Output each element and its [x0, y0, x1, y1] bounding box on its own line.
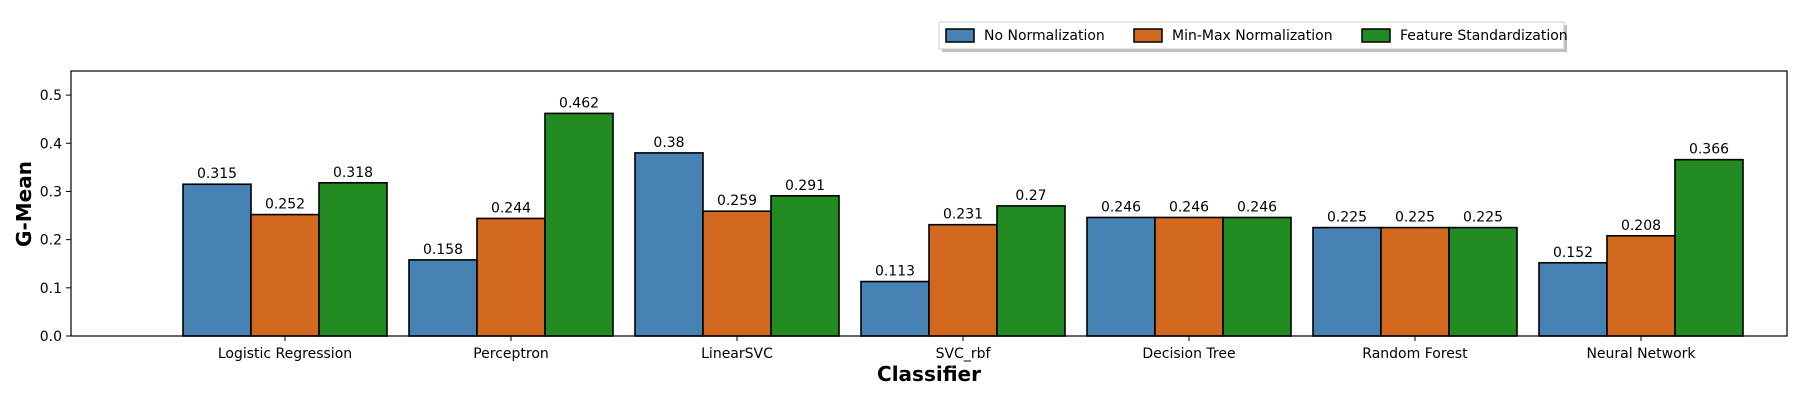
- bar-value-label: 0.225: [1463, 210, 1503, 226]
- bar: [770, 194, 840, 337]
- y-tick-label: 0.3: [40, 184, 62, 200]
- bar-value-label: 0.208: [1621, 218, 1661, 234]
- bar-value-label: 0.259: [717, 193, 757, 209]
- bar: [702, 210, 772, 337]
- bar: [1222, 216, 1292, 337]
- bar: [1448, 226, 1518, 337]
- y-axis-label: G-Mean: [12, 161, 36, 247]
- bar: [996, 205, 1066, 337]
- bar: [1154, 216, 1224, 337]
- bar-value-label: 0.366: [1689, 142, 1729, 158]
- bar: [1538, 261, 1608, 337]
- bar: [1312, 226, 1382, 337]
- legend: No Normalization Min-Max Normalization Fea…: [938, 21, 1568, 52]
- bar: [476, 217, 546, 337]
- bar-value-label: 0.315: [197, 166, 237, 182]
- bar: [1606, 234, 1676, 337]
- bar-value-label: 0.225: [1327, 210, 1367, 226]
- bar: [318, 181, 388, 337]
- bar: [634, 152, 704, 337]
- legend-label: No Normalization: [984, 28, 1105, 44]
- bar-value-label: 0.27: [1015, 188, 1046, 204]
- bar-value-label: 0.38: [653, 135, 684, 151]
- y-tick-label: 0.0: [40, 329, 62, 345]
- bar-value-label: 0.152: [1553, 245, 1593, 261]
- bar-value-label: 0.246: [1237, 199, 1277, 215]
- bar: [182, 183, 252, 337]
- bar-value-label: 0.231: [943, 207, 983, 223]
- x-tick-label: Logistic Regression: [218, 346, 352, 362]
- x-tick-label: LinearSVC: [701, 346, 773, 362]
- bar: [1674, 158, 1744, 337]
- x-tick-label: Decision Tree: [1142, 346, 1235, 362]
- legend-swatch: [945, 28, 975, 43]
- bar-value-label: 0.462: [559, 95, 599, 111]
- x-tick-label: Random Forest: [1362, 346, 1468, 362]
- legend-swatch: [1133, 28, 1163, 43]
- bar-value-label: 0.113: [875, 264, 915, 280]
- bar: [928, 223, 998, 337]
- bar: [1086, 216, 1156, 337]
- plot-frame: [70, 70, 1788, 337]
- x-tick-label: SVC_rbf: [936, 346, 992, 362]
- bar-value-label: 0.246: [1101, 199, 1141, 215]
- y-tick-label: 0.1: [40, 281, 62, 297]
- bar-value-label: 0.252: [265, 197, 305, 213]
- bar: [250, 213, 320, 337]
- legend-box: [938, 21, 1565, 50]
- y-tick-label: 0.4: [40, 136, 62, 152]
- bar: [408, 259, 478, 337]
- legend-swatch: [1361, 28, 1391, 43]
- y-tick-label: 0.2: [40, 233, 62, 249]
- y-axis: 0.0 0.1 0.2 0.3 0.4 0.5: [40, 88, 71, 345]
- bar-value-label: 0.244: [491, 200, 531, 216]
- x-axis-label: Classifier: [877, 362, 981, 386]
- legend-label: Feature Standardization: [1400, 28, 1568, 44]
- bar-value-label: 0.318: [333, 165, 373, 181]
- bar-value-label: 0.246: [1169, 199, 1209, 215]
- bar: [860, 280, 930, 337]
- bar: [544, 112, 614, 337]
- bar-value-label: 0.291: [785, 178, 825, 194]
- y-tick-label: 0.5: [40, 88, 62, 104]
- bar-value-label: 0.225: [1395, 210, 1435, 226]
- x-axis: Logistic Regression Perceptron LinearSVC SV…: [218, 336, 1696, 362]
- x-tick-label: Neural Network: [1586, 346, 1696, 362]
- bar: [1380, 226, 1450, 337]
- bar-value-label: 0.158: [423, 242, 463, 258]
- x-tick-label: Perceptron: [473, 346, 549, 362]
- legend-label: Min-Max Normalization: [1172, 28, 1333, 44]
